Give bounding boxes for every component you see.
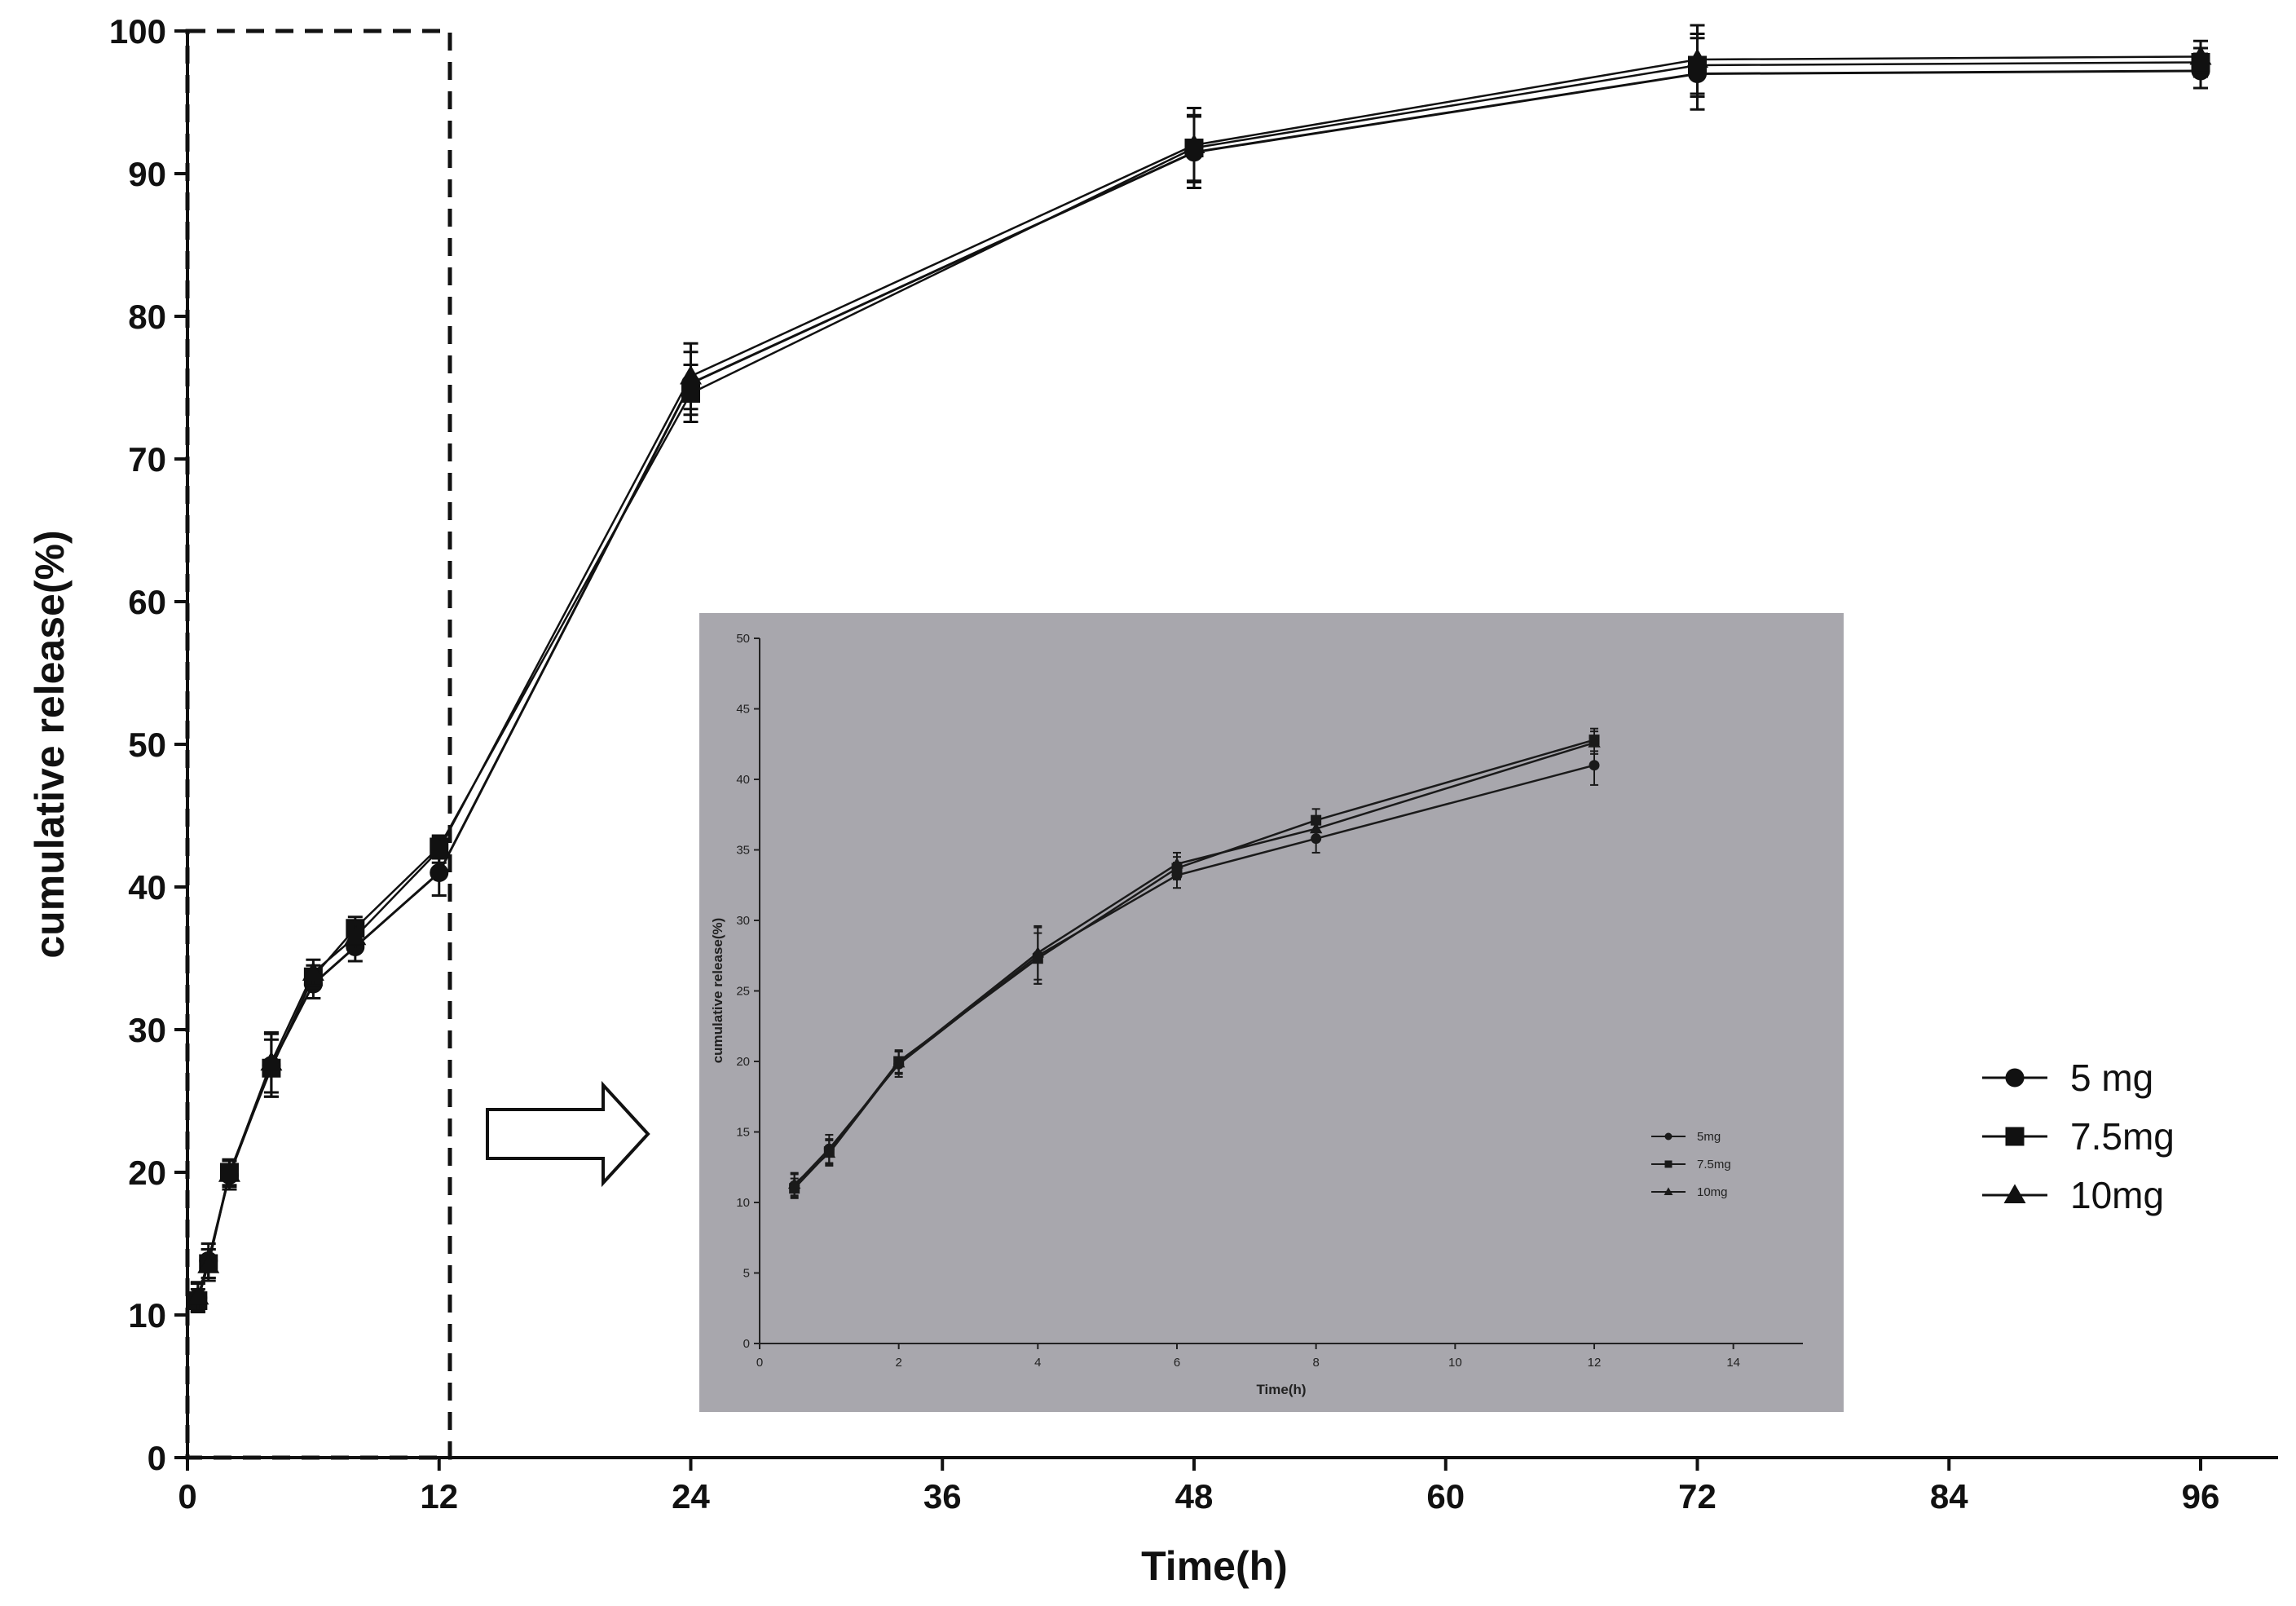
inset-data-point — [822, 1146, 836, 1158]
inset-x-axis-title: Time(h) — [1256, 1382, 1306, 1397]
y-axis-title: cumulative release(%) — [27, 530, 73, 958]
inset-y-tick-label: 35 — [736, 844, 750, 858]
inset-y-tick-label: 45 — [736, 703, 750, 717]
inset-legend-marker-triangle — [1664, 1187, 1673, 1195]
data-point — [218, 1163, 240, 1182]
x-tick-label: 60 — [1426, 1477, 1465, 1516]
y-tick-label: 60 — [128, 583, 166, 621]
inset-background — [699, 613, 1844, 1412]
y-tick-label: 90 — [128, 155, 166, 193]
inset-y-tick-label: 5 — [743, 1267, 750, 1281]
inset-x-tick-label: 0 — [756, 1356, 763, 1370]
inset-legend-marker-square — [1664, 1160, 1672, 1168]
y-tick-label: 80 — [128, 298, 166, 336]
inset-y-axis-title: cumulative release(%) — [710, 918, 725, 1064]
legend-label: 5 mg — [2070, 1057, 2153, 1099]
y-tick-label: 20 — [128, 1154, 166, 1192]
legend-label: 7.5mg — [2070, 1115, 2175, 1158]
inset-y-tick-label: 40 — [736, 773, 750, 787]
inset-y-tick-label: 0 — [743, 1337, 750, 1351]
x-tick-label: 84 — [1930, 1477, 1968, 1516]
data-point — [302, 961, 324, 981]
inset-y-tick-label: 10 — [736, 1196, 750, 1210]
legend-marker-circle — [2005, 1068, 2025, 1088]
x-tick-label: 48 — [1175, 1477, 1214, 1516]
zoom-arrow-icon — [486, 1080, 650, 1188]
x-tick-label: 72 — [1678, 1477, 1716, 1516]
data-point — [187, 1285, 209, 1305]
inset-legend-label: 10mg — [1697, 1185, 1728, 1199]
inset-x-tick-label: 14 — [1726, 1356, 1740, 1370]
data-point — [430, 863, 449, 882]
y-tick-label: 0 — [148, 1439, 166, 1477]
data-point — [260, 1051, 283, 1071]
y-tick-label: 70 — [128, 440, 166, 479]
inset-x-tick-label: 6 — [1174, 1356, 1180, 1370]
x-axis-title: Time(h) — [1141, 1543, 1288, 1589]
inset-data-point — [1589, 760, 1600, 771]
x-tick-label: 0 — [178, 1477, 196, 1516]
inset-x-tick-label: 12 — [1588, 1356, 1602, 1370]
inset-y-axis-ticks: 0 5 10 15 20 25 30 35 40 45 50 — [736, 632, 760, 1351]
inset-data-point — [1309, 822, 1323, 834]
legend-label: 10mg — [2070, 1174, 2164, 1216]
data-point — [197, 1254, 220, 1273]
inset-data-point — [1588, 736, 1601, 748]
inset-x-tick-label: 8 — [1312, 1356, 1319, 1370]
inset-y-tick-label: 15 — [736, 1126, 750, 1140]
inset-legend-label: 5mg — [1697, 1130, 1721, 1144]
inset-y-tick-label: 50 — [736, 632, 750, 646]
data-point — [679, 364, 703, 385]
inset-x-tick-label: 4 — [1034, 1356, 1041, 1370]
data-point — [2189, 45, 2212, 65]
legend: 5 mg 7.5mg 10mg — [1982, 1057, 2175, 1216]
data-point — [1686, 48, 1709, 68]
inset-data-point — [1031, 946, 1045, 958]
x-axis-ticks: 0 12 24 36 48 60 72 84 96 — [178, 1458, 2219, 1516]
data-point — [1183, 134, 1205, 153]
inset-y-tick-label: 30 — [736, 914, 750, 928]
y-tick-label: 40 — [128, 868, 166, 907]
x-tick-label: 36 — [923, 1477, 962, 1516]
inset-data-point — [787, 1177, 801, 1189]
data-point — [428, 838, 451, 858]
inset-y-tick-label: 20 — [736, 1055, 750, 1069]
inset-legend-marker-circle — [1664, 1132, 1672, 1141]
legend-marker-triangle — [2003, 1184, 2026, 1203]
inset-x-axis-ticks: 0 2 4 6 8 10 12 14 — [756, 1343, 1740, 1370]
legend-marker-square — [2005, 1127, 2025, 1146]
y-axis-ticks: 0 10 20 30 40 50 60 70 80 90 100 — [109, 12, 187, 1477]
data-point — [344, 925, 367, 946]
inset-data-point — [892, 1056, 906, 1068]
y-tick-label: 10 — [128, 1296, 166, 1335]
y-tick-label: 50 — [128, 726, 166, 764]
zoom-region-box — [185, 29, 452, 1460]
y-tick-label: 30 — [128, 1011, 166, 1049]
x-tick-label: 96 — [2182, 1477, 2220, 1516]
inset-legend: 5mg 7.5mg 10mg — [1651, 1130, 1731, 1199]
inset-series-group — [787, 727, 1601, 1199]
x-tick-label: 12 — [420, 1477, 458, 1516]
main-series-group — [187, 24, 2212, 1313]
inset-y-tick-label: 25 — [736, 985, 750, 999]
inset-legend-label: 7.5mg — [1697, 1158, 1731, 1171]
inset-x-tick-label: 10 — [1448, 1356, 1462, 1370]
y-tick-label: 100 — [109, 12, 166, 51]
inset-data-point — [1170, 857, 1183, 869]
inset-chart: 0 5 10 15 20 25 30 35 40 45 50 0 2 4 6 8 10 12 14 Time(h)… — [699, 613, 1844, 1412]
x-tick-label: 24 — [672, 1477, 710, 1516]
inset-x-tick-label: 2 — [895, 1356, 901, 1370]
